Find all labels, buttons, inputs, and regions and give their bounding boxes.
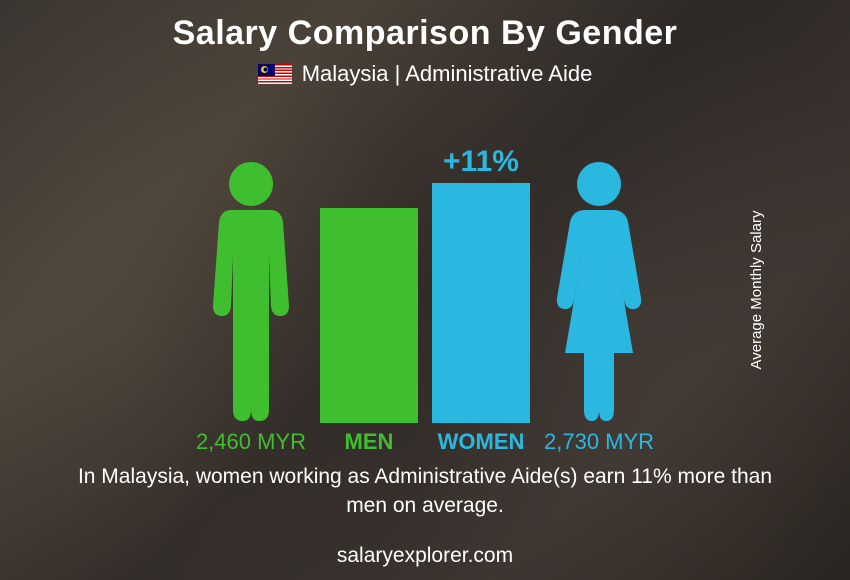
men-bar	[320, 208, 418, 423]
pct-diff: +11%	[443, 145, 519, 179]
women-icon-column: 2,730 MYR	[544, 158, 654, 455]
men-value: 2,460 MYR	[196, 429, 306, 455]
page-title: Salary Comparison By Gender	[0, 0, 850, 53]
malaysia-flag-icon	[258, 64, 292, 84]
men-label: MEN	[345, 429, 394, 455]
footer-source: salaryexplorer.com	[0, 544, 850, 568]
chart: 2,460 MYR MEN +11% WOMEN 2,730 MYR	[0, 95, 850, 455]
female-person-icon	[545, 158, 653, 423]
subtitle-row: Malaysia | Administrative Aide	[0, 61, 850, 87]
women-bar-column: +11% WOMEN	[432, 145, 530, 455]
subtitle-text: Malaysia | Administrative Aide	[302, 61, 593, 87]
men-bar-column: MEN	[320, 208, 418, 455]
male-person-icon	[197, 158, 305, 423]
women-label: WOMEN	[438, 429, 525, 455]
women-value: 2,730 MYR	[544, 429, 654, 455]
women-bar	[432, 183, 530, 423]
description-text: In Malaysia, women working as Administra…	[60, 463, 790, 520]
men-icon-column: 2,460 MYR	[196, 158, 306, 455]
